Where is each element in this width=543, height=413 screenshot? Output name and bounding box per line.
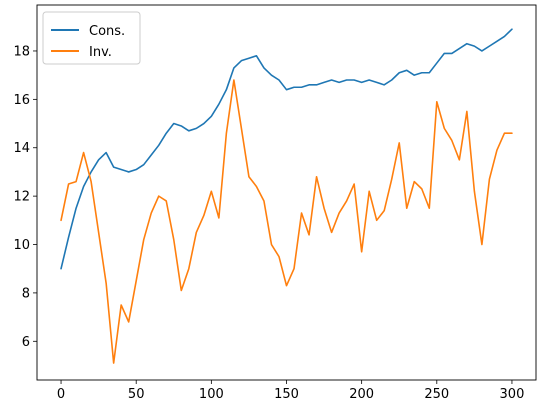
y-tick-label: 12 [13,190,30,205]
legend-label-cons: Cons. [89,24,125,39]
series-line-inv [60,79,513,364]
x-tick-label: 300 [500,387,525,402]
y-axis-ticks: 6 8 10 12 14 16 18 [13,44,37,350]
legend-label-inv: Inv. [89,45,112,60]
x-tick-label: 250 [424,387,449,402]
legend: Cons. Inv. [42,11,141,65]
x-axis-ticks: 0 50 100 150 200 250 300 [57,380,524,402]
x-tick-label: 100 [199,387,224,402]
plot-area-frame [36,4,537,381]
y-tick-label: 18 [13,44,30,59]
x-tick-label: 200 [349,387,374,402]
y-tick-label: 6 [22,335,30,350]
y-tick-label: 8 [22,286,30,301]
y-tick-label: 16 [13,93,30,108]
x-tick-label: 50 [128,387,145,402]
y-tick-label: 14 [13,141,30,156]
y-tick-label: 10 [13,238,30,253]
plot-lines [60,28,513,364]
series-line-cons [60,28,513,270]
x-tick-label: 150 [274,387,299,402]
x-tick-label: 0 [57,387,65,402]
